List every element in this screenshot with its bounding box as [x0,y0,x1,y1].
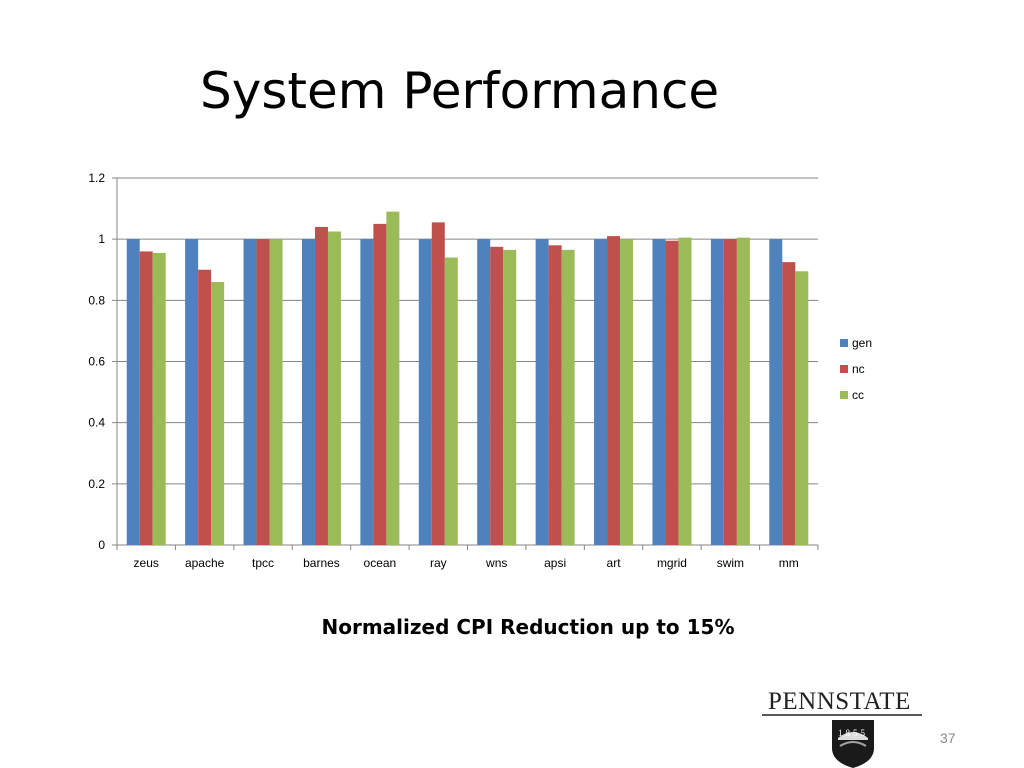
bar-chart: 0 0.2 0.4 0.6 0.8 1 1.2 zeus apache tpcc barnes oce… [88,171,872,570]
bar-nc-apache [198,269,212,545]
bar-nc-tpcc [256,239,270,545]
legend-label-gen: gen [852,336,872,350]
bar-gen-swim [710,239,724,545]
bar-cc-wns [503,249,517,545]
bar-cc-art [620,239,634,545]
bar-gen-ray [418,239,432,545]
slide-number: 37 [940,730,956,746]
bar-gen-tpcc [243,239,257,545]
x-tick-label: zeus [134,556,159,570]
x-tick-label: swim [717,556,744,570]
bar-cc-ray [444,257,458,545]
bar-gen-mgrid [652,239,666,545]
x-tick-label: apache [185,556,225,570]
bar-gen-art [594,239,608,545]
bar-nc-mgrid [665,240,679,545]
x-tick-label: ray [430,556,447,570]
legend-swatch-cc [840,391,848,399]
x-tick-label: ocean [364,556,397,570]
bar-nc-ocean [373,223,387,545]
x-tick-label: barnes [303,556,340,570]
x-tick-label: mm [779,556,799,570]
x-tick-label: mgrid [657,556,687,570]
bar-cc-ocean [386,211,400,545]
bar-nc-mm [782,262,796,545]
bar-cc-mgrid [678,237,692,545]
y-tick-label: 1.2 [88,171,105,185]
bar-nc-ray [431,222,445,546]
bar-cc-swim [736,237,750,545]
bar-nc-swim [723,239,737,545]
legend-swatch-nc [840,365,848,373]
bar-nc-barnes [314,226,328,545]
x-tick-label: wns [485,556,507,570]
bar-nc-art [607,236,621,545]
bar-nc-wns [490,246,504,545]
bar-gen-ocean [360,239,374,545]
chart-caption: Normalized CPI Reduction up to 15% [321,615,735,639]
bar-cc-zeus [152,252,166,545]
x-tick-label: tpcc [252,556,274,570]
x-tick-label: apsi [544,556,566,570]
x-tick-label: art [607,556,622,570]
bar-nc-apsi [548,245,562,546]
slide-title: System Performance [200,62,720,120]
bar-cc-tpcc [269,239,283,545]
bar-cc-apache [211,281,225,545]
bar-gen-mm [769,239,783,545]
y-tick-label: 0.2 [88,477,105,491]
legend-label-nc: nc [852,362,865,376]
bar-cc-apsi [561,249,575,545]
bar-gen-apsi [535,239,549,545]
bar-cc-barnes [327,231,341,546]
y-tick-label: 0 [98,538,105,552]
bar-gen-wns [477,239,491,545]
bar-gen-barnes [301,239,315,545]
bar-cc-mm [795,271,809,545]
bar-gen-zeus [126,239,140,545]
y-tick-label: 0.8 [88,293,105,307]
penn-state-wordmark: PENNSTATE [768,688,911,715]
logo-year: 1855 [838,728,868,738]
y-tick-label: 0.6 [88,355,105,369]
bar-gen-apache [185,239,199,545]
bar-nc-zeus [139,251,153,545]
legend-label-cc: cc [852,388,864,402]
penn-state-shield-logo: 1855 [762,714,922,768]
y-tick-label: 0.4 [88,416,105,430]
legend-swatch-gen [840,339,848,347]
y-tick-label: 1 [98,232,105,246]
